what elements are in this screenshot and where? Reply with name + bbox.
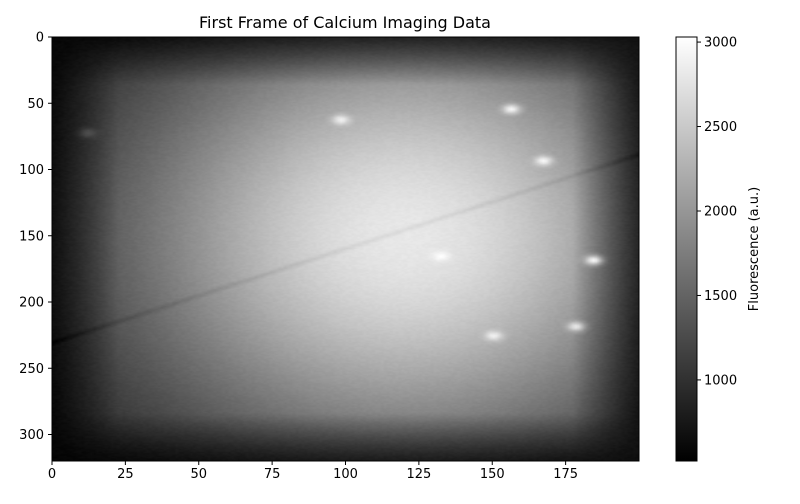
x-tick-label: 125: [406, 467, 431, 482]
y-tick-label: 300: [19, 428, 44, 443]
colorbar-tick-label: 1500: [704, 289, 737, 304]
colorbar-tick-label: 3000: [704, 36, 737, 51]
heatmap-pixels: [52, 37, 639, 461]
x-tick-label: 75: [264, 467, 281, 482]
colorbar-label: Fluorescence (a.u.): [747, 187, 762, 311]
colorbar-tick-label: 2000: [704, 204, 737, 219]
heatmap-image: [52, 37, 639, 461]
colorbar-ticks: 1000 1500 2000 2500 3000: [697, 36, 737, 388]
x-tick-label: 150: [480, 467, 505, 482]
x-tick-label: 25: [117, 467, 134, 482]
y-tick-label: 250: [19, 362, 44, 377]
y-tick-label: 100: [19, 163, 44, 178]
colorbar-tick-label: 2500: [704, 120, 737, 135]
x-tick-label: 50: [190, 467, 207, 482]
x-tick-label: 100: [333, 467, 358, 482]
y-tick-label: 0: [36, 31, 44, 46]
chart-title: First Frame of Calcium Imaging Data: [199, 13, 491, 32]
x-tick-label: 175: [553, 467, 578, 482]
colorbar-gradient: [675, 36, 698, 462]
colorbar-tick-label: 1000: [704, 373, 737, 388]
x-axis: 0 25 50 75 100 125 150 175: [48, 461, 578, 482]
x-tick-label: 0: [48, 467, 56, 482]
y-tick-label: 200: [19, 296, 44, 311]
y-tick-label: 50: [27, 97, 44, 112]
colorbar: 1000 1500 2000 2500 3000 Fluorescence (a.u.): [675, 36, 762, 462]
y-axis: 0 50 100 150 200 250 300: [19, 31, 52, 443]
y-tick-label: 150: [19, 229, 44, 244]
